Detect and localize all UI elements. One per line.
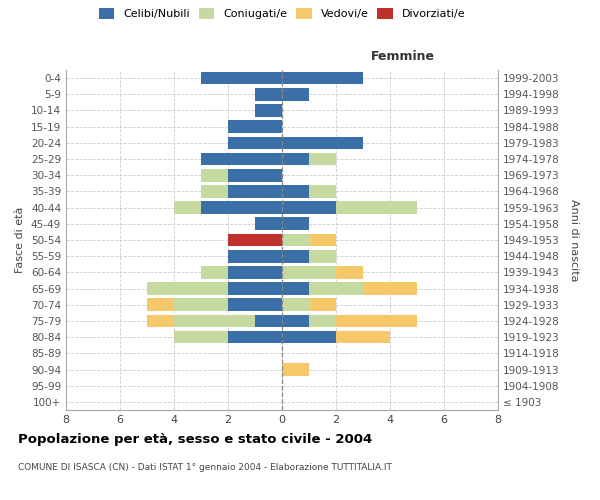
Bar [282,218,309,230]
Bar [255,104,282,117]
Bar [336,314,417,328]
Bar [282,152,309,166]
Bar [228,250,282,262]
Bar [201,185,228,198]
Bar [201,169,228,181]
Bar [282,282,309,295]
Bar [228,331,282,344]
Bar [282,298,309,311]
Bar [282,314,309,328]
Bar [201,72,282,85]
Bar [309,314,336,328]
Bar [336,266,363,278]
Bar [228,185,282,198]
Bar [228,136,282,149]
Text: Femmine: Femmine [371,50,435,63]
Bar [309,152,336,166]
Bar [228,120,282,133]
Bar [147,282,228,295]
Y-axis label: Fasce di età: Fasce di età [16,207,25,273]
Bar [282,250,309,262]
Bar [309,234,336,246]
Bar [201,202,282,214]
Bar [282,234,309,246]
Bar [309,298,336,311]
Bar [174,331,228,344]
Bar [228,169,282,181]
Bar [228,266,282,278]
Bar [309,185,336,198]
Text: Popolazione per età, sesso e stato civile - 2004: Popolazione per età, sesso e stato civil… [18,432,372,446]
Bar [228,282,282,295]
Y-axis label: Anni di nascita: Anni di nascita [569,198,579,281]
Bar [255,314,282,328]
Bar [147,298,174,311]
Bar [282,363,309,376]
Bar [201,152,282,166]
Bar [282,266,336,278]
Bar [255,218,282,230]
Bar [282,202,336,214]
Bar [201,266,228,278]
Bar [255,88,282,101]
Bar [309,250,336,262]
Bar [228,298,282,311]
Bar [336,331,390,344]
Bar [282,331,336,344]
Bar [282,136,363,149]
Bar [174,202,201,214]
Legend: Celibi/Nubili, Coniugati/e, Vedovi/e, Divorziati/e: Celibi/Nubili, Coniugati/e, Vedovi/e, Di… [99,8,465,19]
Text: COMUNE DI ISASCA (CN) - Dati ISTAT 1° gennaio 2004 - Elaborazione TUTTITALIA.IT: COMUNE DI ISASCA (CN) - Dati ISTAT 1° ge… [18,462,392,471]
Bar [309,282,363,295]
Bar [282,72,363,85]
Bar [282,185,309,198]
Bar [228,234,282,246]
Bar [174,314,255,328]
Bar [363,282,417,295]
Bar [282,88,309,101]
Bar [147,314,174,328]
Bar [336,202,417,214]
Bar [174,298,228,311]
